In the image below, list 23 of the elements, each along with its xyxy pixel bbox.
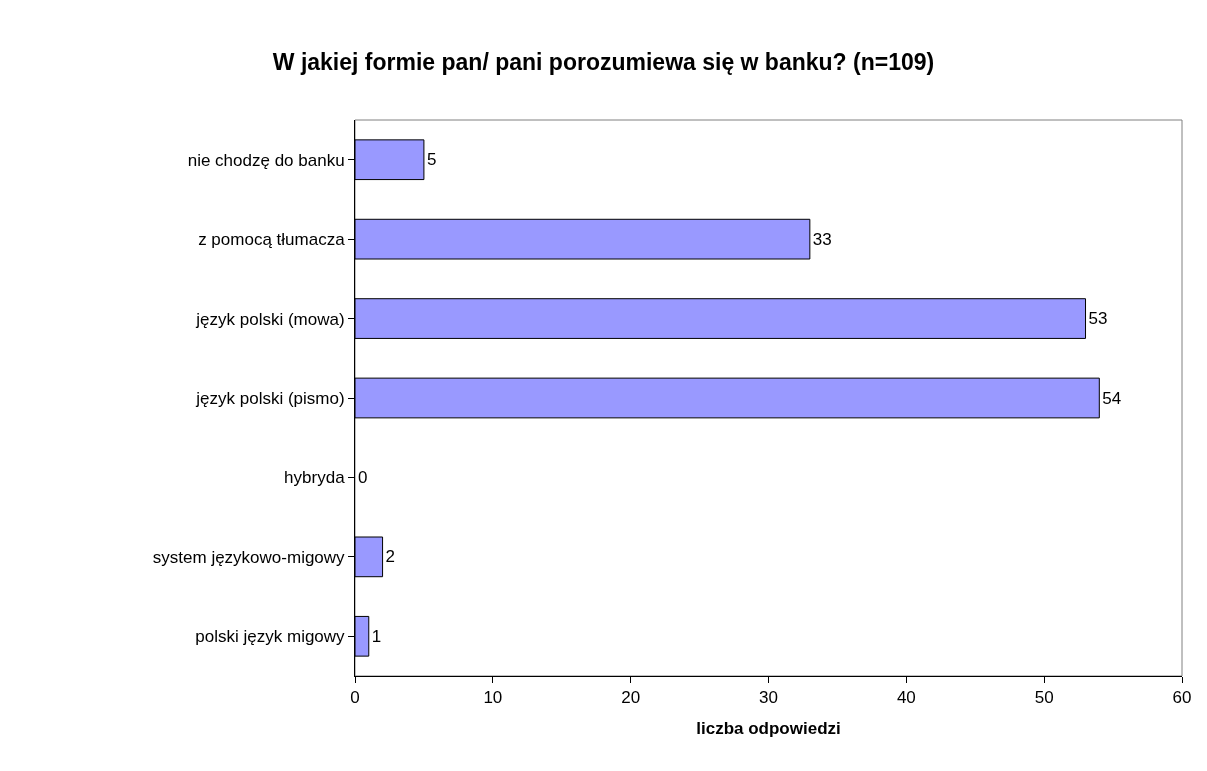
data-label: 1 bbox=[371, 626, 382, 646]
y-tick-label: język polski (mowa) bbox=[195, 309, 345, 329]
y-tick-label: język polski (pismo) bbox=[195, 388, 345, 408]
x-tick-label: 10 bbox=[483, 688, 503, 708]
x-tick-label: 60 bbox=[1172, 688, 1192, 708]
data-label: 0 bbox=[358, 467, 368, 487]
data-label: 53 bbox=[1088, 309, 1108, 329]
y-tick-label: system językowo-migowy bbox=[152, 547, 346, 567]
chart-title: W jakiej formie pan/ pani porozumiewa się w banku? (n=109) bbox=[272, 49, 935, 76]
data-label: 5 bbox=[426, 150, 437, 170]
x-tick-label: 0 bbox=[350, 688, 360, 708]
y-tick-label: z pomocą tłumacza bbox=[198, 230, 346, 250]
x-tick-label: 40 bbox=[896, 688, 916, 708]
x-tick-label: 50 bbox=[1034, 688, 1054, 708]
x-tick-label: 30 bbox=[759, 688, 778, 708]
data-label: 54 bbox=[1102, 388, 1122, 408]
y-tick-label: hybryda bbox=[284, 468, 346, 488]
data-label: 33 bbox=[812, 229, 832, 249]
y-tick-label: nie chodzę do banku bbox=[187, 150, 345, 170]
data-label: 2 bbox=[385, 547, 396, 567]
x-tick-label: 20 bbox=[621, 688, 641, 708]
y-tick-label: polski język migowy bbox=[195, 627, 346, 647]
x-axis-title: liczba odpowiedzi bbox=[696, 718, 841, 738]
